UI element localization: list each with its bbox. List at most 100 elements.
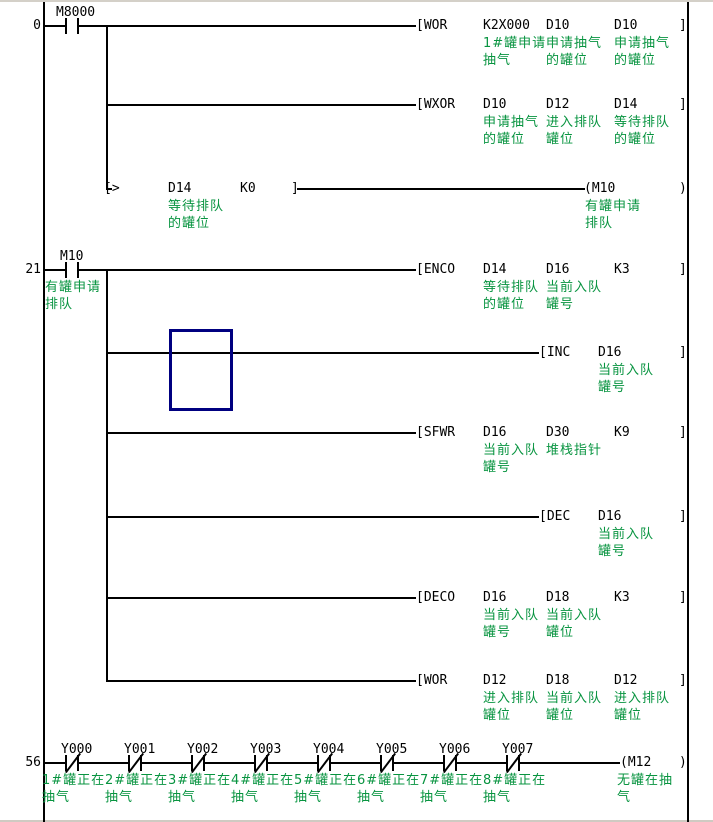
operand-D16[interactable]: D16 — [546, 262, 570, 277]
operand-comment: 当前入队 — [598, 527, 655, 542]
contact-Y005[interactable] — [379, 752, 397, 774]
wire-horizontal — [107, 352, 539, 354]
edit-cursor[interactable] — [169, 329, 233, 411]
contact-label-Y003: Y003 — [250, 742, 282, 757]
instruction-close-bracket: ] — [291, 181, 299, 196]
coil-comment: 排队 — [585, 216, 614, 231]
contact-Y004[interactable] — [316, 752, 334, 774]
step-number: 56 — [25, 755, 41, 770]
contact-bar — [128, 755, 130, 771]
operand-comment: 申请抽气 — [614, 36, 671, 51]
instruction-DEC[interactable]: [DEC — [539, 509, 571, 524]
contact-Y006[interactable] — [442, 752, 460, 774]
contact-bar — [380, 755, 382, 771]
contact-label-M8000: M8000 — [56, 5, 96, 20]
operand-D16[interactable]: D16 — [483, 590, 507, 605]
instruction-WOR[interactable]: [WOR — [416, 673, 448, 688]
instruction-close-bracket: ] — [679, 590, 687, 605]
operand-D12[interactable]: D12 — [614, 673, 638, 688]
contact-comment: 7#罐正在 — [420, 773, 484, 788]
coil-M12[interactable]: (M12 — [620, 755, 652, 770]
operand-D14[interactable]: D14 — [483, 262, 507, 277]
contact-bar — [77, 755, 79, 771]
instruction-WOR[interactable]: [WOR — [416, 18, 448, 33]
instruction-close-bracket: ] — [679, 345, 687, 360]
contact-bar — [191, 755, 193, 771]
operand-D14[interactable]: D14 — [614, 97, 638, 112]
contact-gap — [67, 23, 79, 29]
contact-Y002[interactable] — [190, 752, 208, 774]
contact-comment: 6#罐正在 — [357, 773, 421, 788]
operand-K0[interactable]: K0 — [240, 181, 256, 196]
contact-comment: 排队 — [45, 297, 74, 312]
instruction-INC[interactable]: [INC — [539, 345, 571, 360]
operand-comment: 罐号 — [598, 380, 627, 395]
contact-bar — [254, 755, 256, 771]
contact-comment: 3#罐正在 — [168, 773, 232, 788]
operand-comment: 的罐位 — [614, 132, 657, 147]
contact-Y007[interactable] — [505, 752, 523, 774]
operand-D30[interactable]: D30 — [546, 425, 570, 440]
operand-D10[interactable]: D10 — [546, 18, 570, 33]
wire-horizontal — [44, 762, 620, 764]
instruction-ENCO[interactable]: [ENCO — [416, 262, 456, 277]
wire-horizontal — [107, 680, 416, 682]
contact-M8000[interactable] — [64, 18, 82, 34]
instruction-DECO[interactable]: [DECO — [416, 590, 456, 605]
operand-D12[interactable]: D12 — [483, 673, 507, 688]
contact-comment: 抽气 — [420, 790, 449, 805]
wire-horizontal — [107, 516, 539, 518]
wire-horizontal — [107, 597, 416, 599]
contact-Y000[interactable] — [64, 752, 82, 774]
contact-bar — [506, 755, 508, 771]
contact-comment: 4#罐正在 — [231, 773, 295, 788]
contact-bar — [455, 755, 457, 771]
operand-comment: 当前入队 — [483, 608, 540, 623]
contact-bar — [140, 755, 142, 771]
contact-M10[interactable] — [64, 262, 82, 278]
operand-K2X000[interactable]: K2X000 — [483, 18, 530, 33]
contact-bar — [266, 755, 268, 771]
operand-comment: 堆栈指针 — [546, 443, 603, 458]
operand-D18[interactable]: D18 — [546, 673, 570, 688]
step-number: 0 — [33, 18, 41, 33]
contact-bar — [518, 755, 520, 771]
operand-D14[interactable]: D14 — [168, 181, 192, 196]
operand-comment: 等待排队 — [483, 280, 540, 295]
contact-comment: 1#罐正在 — [42, 773, 106, 788]
operand-D10[interactable]: D10 — [483, 97, 507, 112]
wire-horizontal — [107, 188, 112, 190]
coil-M10[interactable]: (M10 — [584, 181, 616, 196]
wire-horizontal — [297, 188, 585, 190]
operand-comment: 的罐位 — [614, 53, 657, 68]
instruction-[interactable]: [> — [104, 181, 120, 196]
operand-comment: 申请抽气 — [546, 36, 603, 51]
instruction-WXOR[interactable]: [WXOR — [416, 97, 456, 112]
operand-K3[interactable]: K3 — [614, 590, 630, 605]
coil-comment: 无罐在抽 — [617, 773, 674, 788]
instruction-close-bracket: ] — [679, 425, 687, 440]
coil-comment: 有罐申请 — [585, 199, 642, 214]
operand-comment: 进入排队 — [483, 691, 540, 706]
contact-bar — [65, 262, 67, 278]
operand-comment: 的罐位 — [483, 132, 526, 147]
operand-D16[interactable]: D16 — [483, 425, 507, 440]
operand-D16[interactable]: D16 — [598, 345, 622, 360]
operand-D18[interactable]: D18 — [546, 590, 570, 605]
contact-bar — [77, 18, 79, 34]
operand-comment: 罐号 — [483, 625, 512, 640]
operand-D12[interactable]: D12 — [546, 97, 570, 112]
contact-Y001[interactable] — [127, 752, 145, 774]
instruction-SFWR[interactable]: [SFWR — [416, 425, 456, 440]
operand-comment: 的罐位 — [483, 297, 526, 312]
operand-comment: 罐号 — [598, 544, 627, 559]
contact-Y003[interactable] — [253, 752, 271, 774]
coil-comment: 气 — [617, 790, 632, 805]
operand-K3[interactable]: K3 — [614, 262, 630, 277]
contact-comment: 抽气 — [42, 790, 71, 805]
contact-label-Y002: Y002 — [187, 742, 219, 757]
operand-K9[interactable]: K9 — [614, 425, 630, 440]
operand-D10[interactable]: D10 — [614, 18, 638, 33]
operand-D16[interactable]: D16 — [598, 509, 622, 524]
operand-comment: 1#罐申请 — [483, 36, 547, 51]
